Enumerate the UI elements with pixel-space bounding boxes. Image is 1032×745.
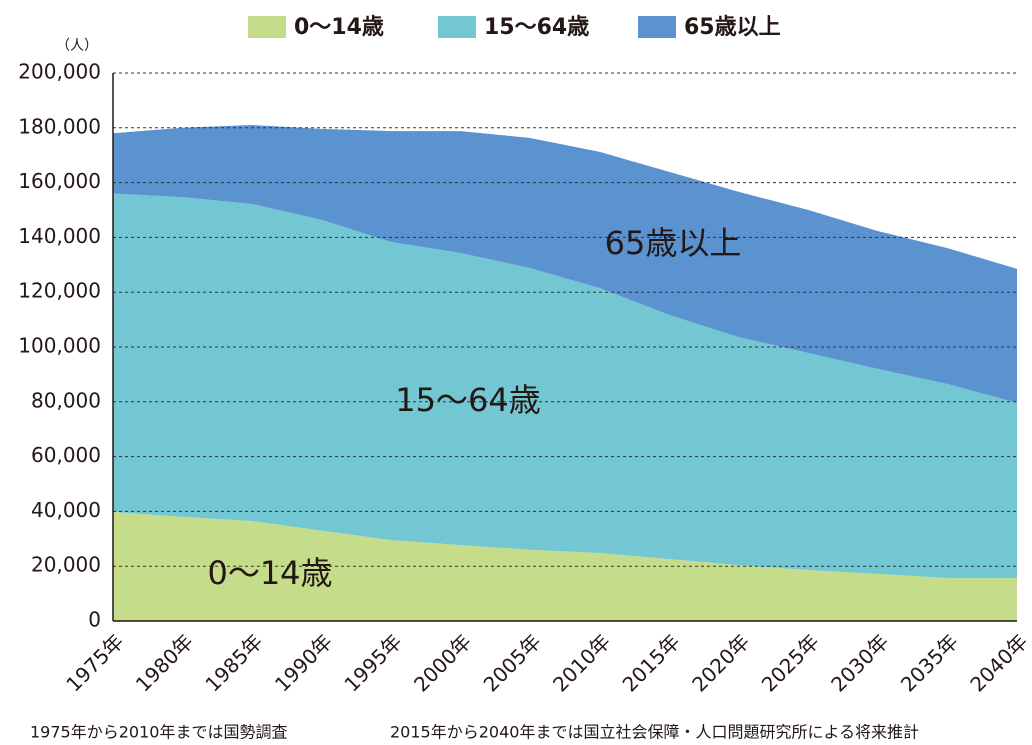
y-tick-label: 40,000 (31, 498, 101, 522)
y-tick-label: 160,000 (18, 169, 101, 193)
footnote: 2015年から2040年までは国立社会保障・人口問題研究所による将来推計 (390, 723, 919, 742)
legend-swatch (638, 16, 676, 38)
x-tick-label: 2015年 (618, 629, 685, 696)
y-tick-label: 80,000 (31, 388, 101, 412)
x-tick-label: 1980年 (131, 629, 198, 696)
x-tick-label: 2040年 (965, 629, 1032, 696)
x-tick-label: 1995年 (339, 629, 406, 696)
x-tick-label: 2035年 (896, 629, 963, 696)
area (113, 193, 1017, 578)
legend-label: 65歳以上 (684, 15, 781, 40)
area-label: 0〜14歳 (207, 554, 332, 592)
y-tick-label: 180,000 (18, 114, 101, 138)
y-tick-label: 140,000 (18, 224, 101, 248)
legend-label: 0〜14歳 (294, 15, 384, 40)
x-tick-label: 1975年 (61, 629, 128, 696)
legend-swatch (438, 16, 476, 38)
y-tick-label: 60,000 (31, 443, 101, 467)
unit-label: （人） (56, 38, 98, 54)
area-label: 15〜64歳 (395, 381, 540, 419)
area-label: 65歳以上 (605, 224, 742, 262)
x-tick-label: 2020年 (687, 629, 754, 696)
x-tick-label: 2000年 (409, 629, 476, 696)
x-tick-label: 2010年 (548, 629, 615, 696)
footnote: 1975年から2010年までは国勢調査 (30, 723, 287, 742)
x-tick-label: 2005年 (479, 629, 546, 696)
y-tick-label: 20,000 (31, 553, 101, 577)
x-tick-label: 2030年 (826, 629, 893, 696)
area (113, 125, 1017, 403)
x-tick-label: 2025年 (757, 629, 824, 696)
y-tick-label: 200,000 (18, 60, 101, 84)
x-tick-label: 1990年 (270, 629, 337, 696)
y-tick-label: 120,000 (18, 279, 101, 303)
y-tick-label: 0 (88, 608, 101, 632)
legend-swatch (248, 16, 286, 38)
legend-label: 15〜64歳 (484, 15, 589, 40)
y-tick-label: 100,000 (18, 334, 101, 358)
x-tick-label: 1985年 (200, 629, 267, 696)
